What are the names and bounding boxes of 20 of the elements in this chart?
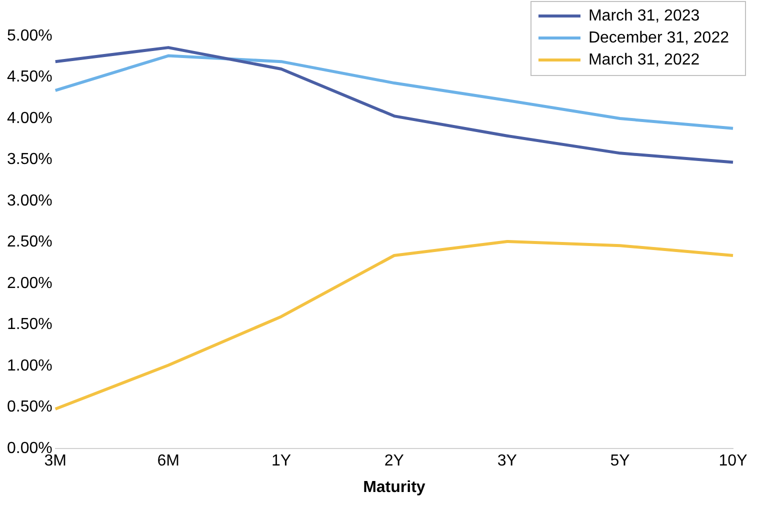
x-tick-label: 10Y	[718, 452, 748, 470]
legend-label: December 31, 2022	[588, 29, 730, 46]
y-tick-label: 1.50%	[6, 316, 52, 334]
y-tick-label: 2.00%	[6, 274, 52, 292]
y-tick-label: 3.00%	[6, 192, 52, 210]
y-tick-label: 4.00%	[6, 110, 52, 127]
y-tick-label: 3.50%	[6, 151, 52, 168]
x-tick-label: 2Y	[384, 452, 404, 470]
x-tick-label: 1Y	[271, 452, 292, 470]
y-tick-label: 4.50%	[6, 68, 52, 86]
x-axis-title: Maturity	[363, 478, 426, 496]
y-tick-label: 0.50%	[6, 398, 52, 416]
y-tick-label: 5.00%	[6, 27, 52, 44]
x-tick-label: 5Y	[610, 452, 630, 470]
y-tick-label: 2.50%	[6, 234, 52, 251]
y-tick-label: 1.00%	[6, 357, 52, 374]
legend-label: March 31, 2023	[588, 7, 700, 24]
x-tick-label: 6M	[157, 452, 180, 470]
legend-label: March 31, 2022	[588, 51, 700, 68]
x-tick-label: 3Y	[497, 452, 518, 470]
